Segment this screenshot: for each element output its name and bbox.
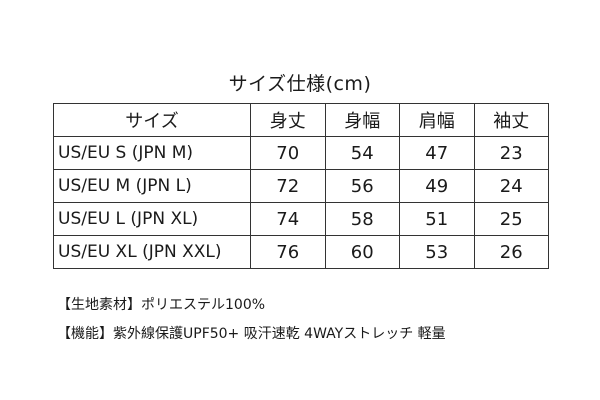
sleeve-length-cell: 25 (473, 202, 549, 236)
size-cell: US/EU XL (JPN XXL) (53, 235, 251, 269)
size-cell: US/EU M (JPN L) (53, 169, 251, 203)
size-table: サイズ 身丈 身幅 肩幅 袖丈 US/EU S (JPN M) 70 54 47… (53, 103, 549, 269)
body-width-cell: 60 (324, 235, 400, 269)
chart-title: サイズ仕様(cm) (228, 73, 372, 95)
body-length-cell: 70 (250, 136, 326, 170)
sleeve-length-cell: 24 (473, 169, 549, 203)
header-body-width: 身幅 (324, 103, 400, 137)
body-length-cell: 72 (250, 169, 326, 203)
header-shoulder-width: 肩幅 (399, 103, 475, 137)
size-cell: US/EU L (JPN XL) (53, 202, 251, 236)
sleeve-length-cell: 26 (473, 235, 549, 269)
sleeve-length-cell: 23 (473, 136, 549, 170)
table-row: US/EU M (JPN L) 72 56 49 24 (53, 169, 549, 203)
shoulder-width-cell: 47 (399, 136, 475, 170)
header-body-length: 身丈 (250, 103, 326, 137)
shoulder-width-cell: 51 (399, 202, 475, 236)
body-length-cell: 74 (250, 202, 326, 236)
table-header-row: サイズ 身丈 身幅 肩幅 袖丈 (53, 103, 549, 137)
table-row: US/EU S (JPN M) 70 54 47 23 (53, 136, 549, 170)
shoulder-width-cell: 49 (399, 169, 475, 203)
size-cell: US/EU S (JPN M) (53, 136, 251, 170)
function-note: 【機能】紫外線保護UPF50+ 吸汗速乾 4WAYストレッチ 軽量 (57, 326, 446, 342)
header-sleeve-length: 袖丈 (473, 103, 549, 137)
table-row: US/EU L (JPN XL) 74 58 51 25 (53, 202, 549, 236)
header-size: サイズ (53, 103, 251, 137)
shoulder-width-cell: 53 (399, 235, 475, 269)
table-row: US/EU XL (JPN XXL) 76 60 53 26 (53, 235, 549, 269)
body-width-cell: 58 (324, 202, 400, 236)
material-note: 【生地素材】ポリエステル100% (57, 297, 266, 313)
body-length-cell: 76 (250, 235, 326, 269)
body-width-cell: 56 (324, 169, 400, 203)
body-width-cell: 54 (324, 136, 400, 170)
